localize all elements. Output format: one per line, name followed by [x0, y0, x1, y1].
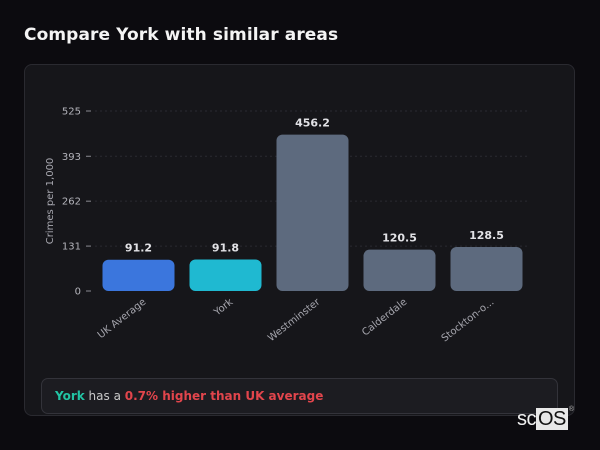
bar-value-label: 128.5 [469, 229, 504, 242]
bar[interactable] [450, 246, 523, 291]
bar-value-label: 456.2 [295, 117, 330, 130]
bar[interactable] [189, 259, 262, 291]
summary-place: York [55, 389, 85, 403]
y-axis-label: Crimes per 1,000 [45, 158, 56, 245]
x-tick-label: York [211, 297, 235, 319]
summary-text: has a [84, 389, 125, 403]
y-tick-label: 131 [62, 242, 81, 253]
bar-value-label: 91.2 [125, 242, 152, 255]
summary-difference: 0.7% higher than UK average [124, 389, 324, 403]
scos-logo: sc OS ® [517, 406, 574, 431]
bar[interactable] [363, 249, 436, 291]
y-tick-label: 393 [62, 152, 81, 163]
x-tick-label: UK Average [96, 297, 149, 341]
bar-value-label: 91.8 [212, 242, 239, 255]
y-tick-label: 262 [62, 197, 81, 208]
y-tick-label: 525 [62, 107, 81, 118]
comparison-summary: York has a 0.7% higher than UK average [41, 378, 558, 414]
bar-value-label: 120.5 [382, 232, 417, 245]
x-tick-label: Stockton-o... [440, 297, 497, 345]
page-title: Compare York with similar areas [24, 25, 339, 45]
x-tick-label: Westminster [266, 296, 323, 344]
x-tick-label: Calderdale [360, 297, 409, 339]
bar[interactable] [276, 134, 349, 291]
registered-mark: ® [568, 406, 574, 414]
bar[interactable] [102, 259, 175, 291]
logo-boxed: OS [536, 408, 568, 430]
y-tick-label: 0 [75, 287, 81, 298]
logo-prefix: sc [517, 408, 537, 430]
